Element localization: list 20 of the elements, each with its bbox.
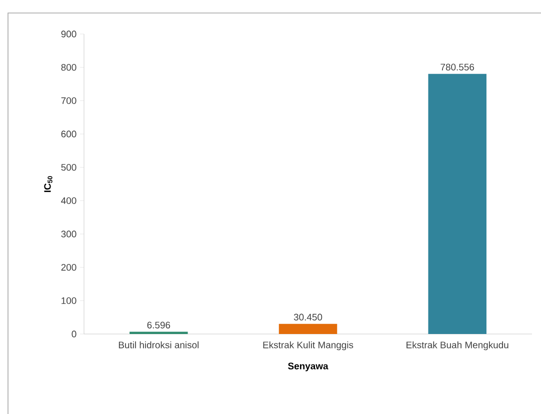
y-tick-label: 300 [61, 230, 76, 238]
y-axis-title: IC$_{50}$ [44, 176, 52, 192]
data-label: 30.450 [294, 314, 322, 320]
y-tick-label: 100 [62, 297, 76, 304]
bar [278, 324, 338, 334]
y-tick-label: 800 [61, 64, 76, 71]
data-label: 6.596 [147, 322, 170, 328]
y-tick-label: 200 [61, 264, 76, 271]
y-tick-label: 0 [72, 330, 76, 338]
y-tick-label: 600 [61, 130, 76, 138]
y-tick-label: 400 [61, 197, 76, 204]
x-axis-title: Senyawa [288, 362, 328, 372]
y-tick-label: 500 [61, 164, 76, 171]
x-tick-label: Butil hidroksi anisol [118, 341, 199, 348]
data-label: 780.556 [440, 64, 474, 70]
x-tick-label: Ekstrak Kulit Manggis [263, 341, 354, 350]
y-tick-label: 700 [61, 97, 76, 104]
bar [428, 74, 486, 334]
y-tick-label: 900 [61, 30, 76, 38]
x-tick-label: Ekstrak Buah Mengkudu [406, 341, 508, 350]
